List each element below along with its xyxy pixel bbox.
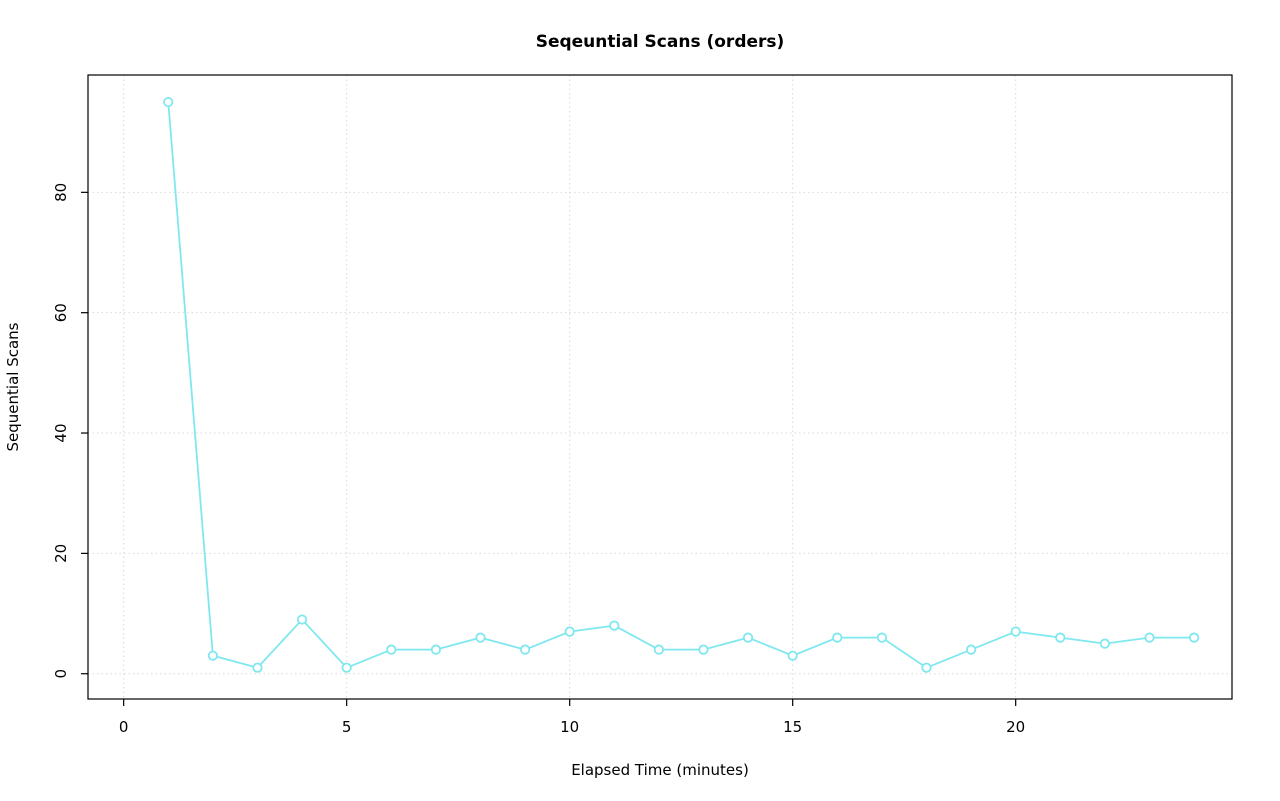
data-point-marker (564, 626, 575, 637)
y-tick-label: 40 (52, 423, 70, 442)
data-point-marker (252, 662, 263, 673)
series-line (167, 101, 1195, 669)
data-point-marker (475, 632, 486, 643)
data-point-marker (653, 644, 664, 655)
x-tick-label: 20 (1006, 718, 1025, 736)
data-point-marker (163, 96, 174, 108)
data-point-marker (519, 644, 531, 655)
data-point-marker (1099, 638, 1110, 649)
data-point-marker (965, 644, 977, 655)
x-tick-label: 15 (783, 718, 802, 736)
data-point-marker (876, 632, 887, 643)
x-tick-label: 0 (119, 718, 129, 736)
x-tick-label: 10 (560, 718, 579, 736)
data-point-marker (1010, 626, 1021, 637)
data-point-marker (609, 620, 620, 631)
data-point-marker (1055, 632, 1066, 643)
data-point-marker (832, 632, 843, 643)
data-point-marker (386, 644, 397, 655)
data-point-marker (207, 650, 218, 661)
y-tick-label: 60 (52, 303, 70, 322)
data-point-marker (698, 644, 709, 655)
y-tick-label: 0 (52, 669, 70, 679)
data-point-marker (742, 632, 754, 643)
plot-box (87, 74, 1233, 700)
y-tick-label: 80 (52, 183, 70, 202)
x-axis-label: Elapsed Time (minutes) (571, 761, 749, 779)
data-point-marker (430, 644, 441, 655)
y-axis-label: Sequential Scans (4, 322, 22, 451)
x-tick-label: 5 (342, 718, 352, 736)
y-tick-label: 20 (52, 544, 70, 563)
data-point-marker (1144, 632, 1155, 643)
data-point-marker (921, 662, 932, 673)
data-point-marker (1188, 632, 1200, 643)
data-point-marker (787, 650, 798, 661)
data-point-marker (296, 614, 308, 625)
data-point-marker (341, 662, 352, 673)
chart-title: Seqeuntial Scans (orders) (536, 32, 785, 52)
